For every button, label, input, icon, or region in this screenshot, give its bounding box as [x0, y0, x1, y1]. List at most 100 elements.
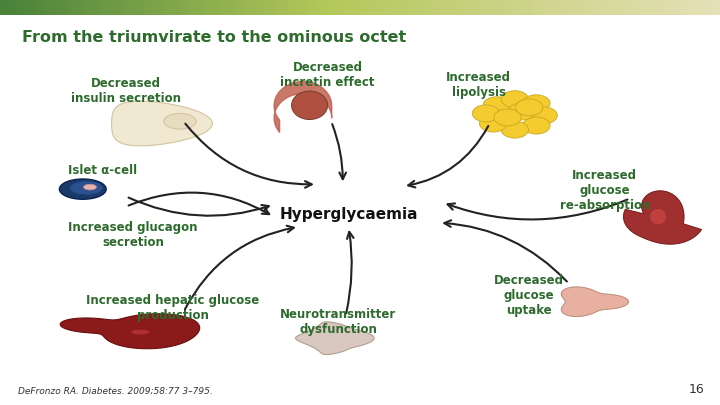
- Bar: [516, 0, 522, 15]
- Bar: [612, 0, 618, 15]
- PathPatch shape: [624, 191, 701, 244]
- Bar: [144, 0, 150, 15]
- Ellipse shape: [164, 113, 196, 129]
- Ellipse shape: [523, 117, 550, 134]
- Bar: [222, 0, 228, 15]
- Ellipse shape: [71, 181, 103, 195]
- Bar: [480, 0, 486, 15]
- Bar: [252, 0, 258, 15]
- Ellipse shape: [84, 184, 96, 190]
- Bar: [696, 0, 702, 15]
- Bar: [660, 0, 666, 15]
- Bar: [318, 0, 324, 15]
- Ellipse shape: [530, 107, 557, 124]
- Bar: [126, 0, 132, 15]
- Bar: [270, 0, 276, 15]
- Bar: [708, 0, 714, 15]
- Bar: [348, 0, 354, 15]
- Ellipse shape: [516, 99, 543, 116]
- Bar: [306, 0, 312, 15]
- Bar: [546, 0, 552, 15]
- Bar: [18, 0, 24, 15]
- Bar: [600, 0, 606, 15]
- Bar: [342, 0, 348, 15]
- Bar: [432, 0, 438, 15]
- Bar: [60, 0, 66, 15]
- Bar: [570, 0, 576, 15]
- Bar: [312, 0, 318, 15]
- Bar: [240, 0, 246, 15]
- Bar: [444, 0, 450, 15]
- Ellipse shape: [501, 91, 528, 108]
- Bar: [672, 0, 678, 15]
- Bar: [360, 0, 366, 15]
- Bar: [192, 0, 198, 15]
- Bar: [450, 0, 456, 15]
- Bar: [372, 0, 378, 15]
- Bar: [12, 0, 18, 15]
- Bar: [354, 0, 360, 15]
- Bar: [300, 0, 306, 15]
- Bar: [210, 0, 216, 15]
- Bar: [498, 0, 504, 15]
- Text: Increased hepatic glucose
production: Increased hepatic glucose production: [86, 294, 259, 322]
- Ellipse shape: [59, 179, 107, 199]
- Bar: [138, 0, 144, 15]
- Text: DeFronzo RA. Diabetes. 2009;58:77 3–795.: DeFronzo RA. Diabetes. 2009;58:77 3–795.: [18, 387, 212, 396]
- Bar: [540, 0, 546, 15]
- PathPatch shape: [112, 101, 212, 146]
- Bar: [114, 0, 120, 15]
- Bar: [684, 0, 690, 15]
- Bar: [186, 0, 192, 15]
- Bar: [150, 0, 156, 15]
- PathPatch shape: [296, 322, 374, 355]
- Bar: [690, 0, 696, 15]
- Text: Decreased
glucose
uptake: Decreased glucose uptake: [494, 274, 564, 317]
- Bar: [378, 0, 384, 15]
- Ellipse shape: [483, 97, 510, 114]
- Bar: [666, 0, 672, 15]
- Bar: [198, 0, 204, 15]
- Ellipse shape: [494, 109, 521, 126]
- Text: Islet α-cell: Islet α-cell: [68, 164, 138, 177]
- Bar: [486, 0, 492, 15]
- Ellipse shape: [508, 103, 536, 120]
- Bar: [366, 0, 372, 15]
- Text: Decreased
incretin effect: Decreased incretin effect: [280, 61, 375, 89]
- Bar: [462, 0, 468, 15]
- Bar: [108, 0, 114, 15]
- Bar: [330, 0, 336, 15]
- Bar: [276, 0, 282, 15]
- Ellipse shape: [480, 115, 507, 132]
- Text: Hyperglycaemia: Hyperglycaemia: [280, 207, 418, 222]
- Bar: [54, 0, 60, 15]
- Bar: [606, 0, 612, 15]
- Bar: [504, 0, 510, 15]
- Bar: [204, 0, 210, 15]
- Bar: [66, 0, 72, 15]
- Bar: [408, 0, 414, 15]
- Bar: [336, 0, 342, 15]
- Bar: [648, 0, 654, 15]
- Bar: [294, 0, 300, 15]
- Bar: [438, 0, 444, 15]
- Bar: [468, 0, 474, 15]
- Bar: [216, 0, 222, 15]
- Bar: [474, 0, 480, 15]
- Bar: [618, 0, 624, 15]
- Ellipse shape: [501, 121, 528, 138]
- Bar: [624, 0, 630, 15]
- Bar: [264, 0, 270, 15]
- Bar: [588, 0, 594, 15]
- Bar: [510, 0, 516, 15]
- Bar: [654, 0, 660, 15]
- Bar: [102, 0, 108, 15]
- Bar: [522, 0, 528, 15]
- Bar: [426, 0, 432, 15]
- Text: Decreased
insulin secretion: Decreased insulin secretion: [71, 77, 181, 105]
- Bar: [288, 0, 294, 15]
- Ellipse shape: [132, 330, 150, 335]
- Bar: [582, 0, 588, 15]
- Text: Increased
lipolysis: Increased lipolysis: [446, 71, 511, 99]
- Bar: [132, 0, 138, 15]
